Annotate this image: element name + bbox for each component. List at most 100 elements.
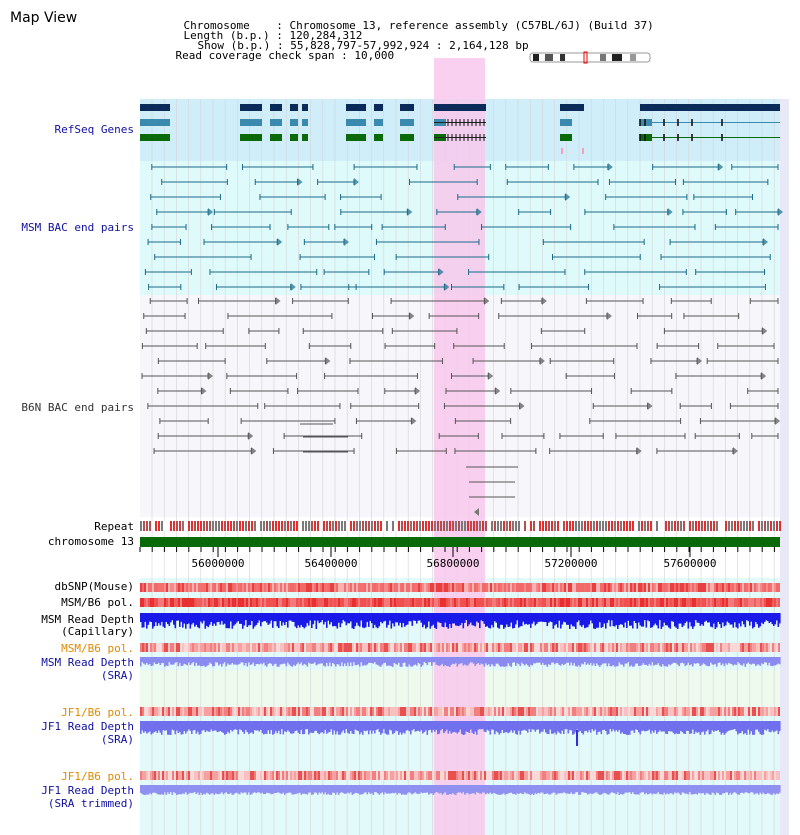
read-depth-bar [461, 721, 463, 734]
track-label-chromosome[interactable]: chromosome 13 [47, 535, 134, 548]
track-label-jf1-pol-2[interactable]: JF1/B6 pol. [61, 770, 134, 783]
read-depth-bar [249, 785, 252, 795]
track-label-dbsnp[interactable]: dbSNP(Mouse) [54, 580, 134, 593]
heat-strip-cell [776, 643, 778, 652]
read-depth-bar [237, 613, 240, 622]
read-depth-bar [764, 657, 766, 663]
track-label-msm-depth-cap-1[interactable]: MSM Read Depth [41, 613, 134, 626]
track-label-refseq[interactable]: RefSeq Genes [54, 123, 134, 136]
read-depth-bar [456, 613, 459, 626]
repeat-element [542, 521, 544, 531]
heat-strip-cell [394, 598, 396, 607]
track-label-jf1-depth-sra-1[interactable]: JF1 Read Depth [41, 720, 134, 733]
heat-strip-cell [238, 598, 240, 607]
heat-strip-cell [626, 643, 628, 652]
read-depth-bar [240, 657, 243, 663]
read-depth-bar [188, 721, 190, 730]
b6n-bac-arrow [636, 447, 642, 455]
read-depth-bar [581, 721, 583, 733]
heat-strip-cell [536, 643, 538, 652]
read-depth-bar [396, 721, 399, 731]
heat-strip-cell [150, 771, 152, 780]
read-depth-bar [558, 721, 561, 733]
heat-strip-cell [364, 771, 366, 780]
heat-strip-cell [270, 583, 272, 592]
heat-strip-cell [526, 598, 528, 607]
repeat-element [248, 521, 250, 531]
repeat-element [575, 521, 577, 531]
heat-strip-cell [400, 771, 402, 780]
track-label-msm-b6-pol-2[interactable]: MSM/B6 pol. [61, 642, 134, 655]
read-depth-bar [539, 657, 541, 663]
read-depth-bar [285, 657, 288, 667]
read-depth-bar [497, 785, 499, 795]
repeat-element [719, 521, 721, 531]
read-depth-bar [297, 785, 300, 794]
heat-strip-cell [714, 583, 716, 592]
read-depth-bar [377, 785, 379, 794]
heat-strip-cell [370, 598, 372, 607]
read-depth-bar [557, 657, 559, 664]
heat-strip-cell [648, 707, 650, 716]
read-depth-bar [212, 785, 214, 794]
track-label-repeat[interactable]: Repeat [94, 520, 134, 533]
read-depth-bar [521, 613, 523, 627]
read-depth-bar [143, 613, 145, 628]
read-depth-bar [611, 721, 613, 732]
read-depth-bar [545, 721, 547, 733]
read-depth-bar [663, 785, 666, 793]
track-label-msm-depth-sra-2[interactable]: (SRA) [100, 669, 134, 682]
heat-strip-cell [202, 707, 204, 716]
track-label-jf1-depth-trim-1[interactable]: JF1 Read Depth [41, 784, 134, 797]
read-depth-bar [779, 657, 781, 665]
read-depth-bar [258, 657, 261, 665]
read-depth-bar [369, 721, 372, 731]
read-depth-bar [515, 785, 517, 795]
heat-strip-cell [618, 707, 620, 716]
heat-strip-cell [178, 771, 180, 780]
heat-strip-cell [548, 707, 550, 716]
heat-strip-cell [696, 707, 698, 716]
heat-strip-cell [634, 771, 636, 780]
read-depth-bar [617, 657, 619, 667]
read-depth-bar [746, 613, 748, 621]
read-depth-bar [602, 657, 604, 664]
read-depth-bar [609, 613, 612, 627]
msm-bac-arrow [438, 268, 444, 276]
track-label-jf1-depth-sra-2[interactable]: (SRA) [100, 733, 134, 746]
b6n-bac-arrow [775, 417, 781, 425]
repeat-element [710, 521, 712, 531]
read-depth-bar [326, 657, 328, 663]
read-depth-bar [140, 721, 142, 734]
track-label-msm-depth-sra-1[interactable]: MSM Read Depth [41, 656, 134, 669]
track-label-msm-depth-cap-2[interactable]: (Capillary) [61, 625, 134, 638]
track-label-jf1-pol-1[interactable]: JF1/B6 pol. [61, 706, 134, 719]
read-depth-bar [471, 785, 474, 794]
read-depth-bar [611, 613, 613, 621]
track-label-msm-b6-pol-1[interactable]: MSM/B6 pol. [61, 596, 134, 609]
read-depth-bar [143, 785, 145, 795]
read-depth-bar [312, 657, 315, 664]
heat-strip-cell [644, 598, 646, 607]
repeat-element [416, 521, 418, 531]
track-label-jf1-depth-trim-2[interactable]: (SRA trimmed) [47, 797, 134, 810]
read-depth-bar [563, 721, 565, 734]
read-depth-bar [573, 785, 576, 794]
read-depth-bar [551, 657, 553, 663]
read-depth-bar [165, 721, 168, 731]
read-depth-bar [474, 721, 477, 732]
track-label-b6n-bac[interactable]: B6N BAC end pairs [21, 401, 134, 414]
read-depth-bar [284, 785, 286, 795]
heat-strip-cell [378, 583, 380, 592]
read-depth-bar [422, 657, 424, 666]
read-depth-bar [282, 785, 285, 793]
heat-strip-cell [708, 583, 710, 592]
heat-strip-cell [206, 598, 208, 607]
track-label-msm-bac[interactable]: MSM BAC end pairs [21, 221, 134, 234]
read-depth-bar [672, 613, 675, 622]
read-depth-bar [464, 785, 466, 795]
heat-strip-cell [170, 771, 172, 780]
repeat-element [740, 521, 742, 531]
read-depth-bar [378, 613, 381, 627]
